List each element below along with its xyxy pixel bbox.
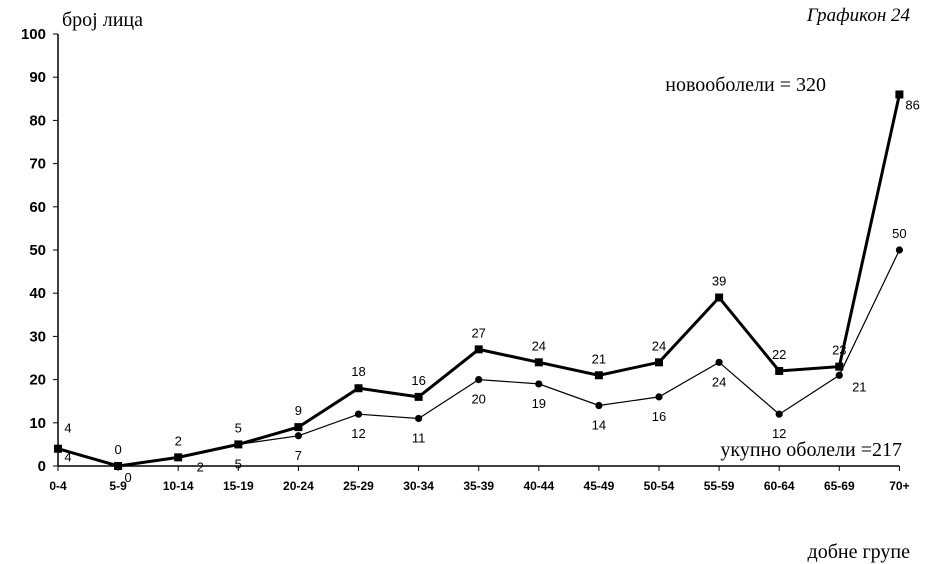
- x-tick-label: 30-34: [403, 479, 434, 493]
- y-tick-label: 40: [29, 285, 46, 302]
- data-label-total-cases: 21: [852, 379, 866, 394]
- y-tick-label: 70: [29, 156, 46, 173]
- data-label-new-cases: 16: [411, 373, 425, 388]
- series-2-point: [354, 410, 363, 418]
- data-label-new-cases: 22: [772, 347, 786, 362]
- series-1-point: [655, 358, 663, 367]
- x-tick-label: 55-59: [704, 479, 735, 493]
- x-tick-label: 5-9: [109, 479, 127, 493]
- x-tick-label: 15-19: [223, 479, 254, 493]
- data-label-new-cases: 23: [832, 343, 846, 358]
- x-tick-label: 70+: [889, 479, 909, 493]
- series-2-point: [715, 358, 723, 366]
- y-tick-label: 100: [21, 26, 46, 43]
- series-2-point: [174, 453, 182, 461]
- x-tick-label: 40-44: [523, 479, 554, 493]
- series-1-point: [474, 345, 483, 354]
- data-label-total-cases: 12: [351, 426, 365, 441]
- data-label-total-cases: 50: [892, 226, 906, 241]
- series-2-point: [775, 410, 783, 418]
- data-label-new-cases: 9: [295, 403, 302, 418]
- y-tick-label: 20: [29, 372, 46, 389]
- series-1-point: [775, 366, 784, 375]
- x-tick-label: 35-39: [463, 479, 494, 493]
- data-label-total-cases: 5: [235, 456, 242, 471]
- series-1-point: [534, 358, 543, 367]
- data-label-new-cases: 4: [64, 421, 71, 436]
- data-label-new-cases: 24: [652, 338, 666, 353]
- data-label-total-cases: 2: [197, 459, 204, 474]
- x-tick-label: 25-29: [343, 479, 374, 493]
- data-label-total-cases: 24: [712, 374, 726, 389]
- series-1-point: [294, 423, 303, 432]
- data-label-total-cases: 19: [532, 396, 546, 411]
- y-tick-label: 50: [29, 242, 46, 259]
- data-label-total-cases: 11: [412, 430, 426, 445]
- data-label-new-cases: 2: [175, 433, 182, 448]
- series-1-point: [414, 392, 423, 401]
- y-tick-label: 60: [29, 199, 46, 216]
- data-label-new-cases: 21: [592, 351, 606, 366]
- series-2-point: [835, 371, 843, 379]
- x-axis-title: добне групе: [808, 541, 911, 563]
- data-label-new-cases: 5: [235, 420, 242, 435]
- x-tick-label: 65-69: [824, 479, 855, 493]
- legend-new-cases: новооболели = 320: [665, 74, 826, 96]
- series-2-point: [234, 440, 242, 448]
- y-tick-label: 0: [38, 458, 46, 475]
- series-2-point: [595, 401, 603, 410]
- x-tick-label: 45-49: [584, 479, 615, 493]
- series-1-point: [715, 293, 724, 302]
- series-1-point: [895, 90, 904, 99]
- data-labels: 4 0 2 5 9 18 16 27 24 21 24 39 22 23 86 4 0 2 5 7 12 11 20 19 14…: [64, 97, 919, 485]
- series-2-point: [54, 445, 62, 453]
- series-line-1: [57, 94, 901, 468]
- series-2-point: [475, 376, 483, 384]
- data-label-total-cases: 7: [295, 448, 302, 463]
- data-label-total-cases: 16: [652, 409, 666, 424]
- x-tick-label: 20-24: [283, 479, 314, 493]
- series-2-point: [895, 246, 904, 254]
- series-2-point: [415, 414, 423, 423]
- x-tick-label: 10-14: [163, 479, 194, 493]
- legend-total-cases: укупно оболели =217: [720, 439, 902, 461]
- series-1-point: [835, 362, 844, 371]
- y-tick-label: 10: [29, 415, 46, 432]
- data-label-new-cases: 0: [114, 442, 121, 457]
- series-layer: [54, 90, 904, 470]
- x-tick-label: 0-4: [49, 479, 67, 493]
- y-axis-title: број лица: [62, 9, 143, 31]
- y-tick-label: 30: [29, 328, 46, 345]
- series-2-point: [114, 462, 122, 470]
- data-label-total-cases: 12: [772, 426, 786, 441]
- data-label-new-cases: 86: [905, 97, 919, 112]
- series-1-point: [594, 371, 603, 380]
- data-label-total-cases: 20: [471, 392, 485, 407]
- data-label-total-cases: 0: [124, 470, 131, 485]
- data-label-total-cases: 14: [592, 418, 606, 433]
- series-1-point: [354, 384, 363, 393]
- y-tick-label: 80: [29, 112, 46, 129]
- x-tick-label: 50-54: [644, 479, 675, 493]
- data-label-new-cases: 39: [712, 274, 726, 289]
- series-2-point: [294, 432, 302, 440]
- chart-title: Графикон 24: [806, 5, 911, 26]
- x-tick-label: 60-64: [764, 479, 795, 493]
- data-label-total-cases: 4: [64, 450, 71, 465]
- data-label-new-cases: 27: [471, 325, 485, 340]
- y-tick-label: 90: [29, 69, 46, 86]
- series-2-point: [655, 393, 663, 401]
- data-label-new-cases: 18: [351, 364, 365, 379]
- data-label-new-cases: 24: [532, 338, 546, 353]
- series-2-point: [535, 380, 543, 388]
